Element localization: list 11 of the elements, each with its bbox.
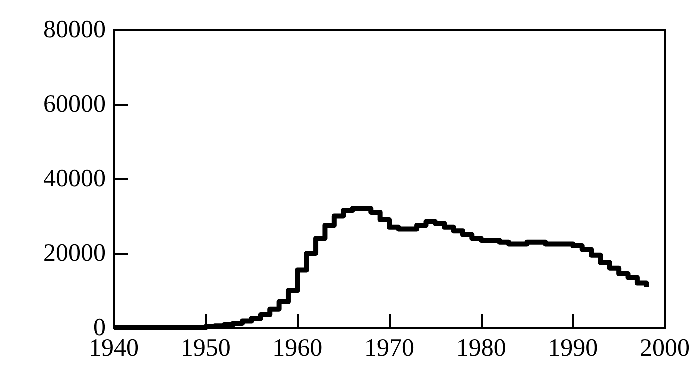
y-tick-label: 60000	[44, 91, 106, 118]
y-tick-label: 80000	[44, 16, 106, 44]
x-tick-label: 1970	[364, 335, 414, 362]
x-tick-label: 1990	[548, 335, 598, 362]
x-tick-label: 1980	[456, 335, 506, 362]
x-tick-label: 1950	[180, 335, 231, 362]
x-tick-label: 2000	[640, 335, 690, 362]
x-tick-label: 1960	[272, 335, 323, 362]
y-tick-label: 20000	[44, 240, 106, 267]
y-tick-label: 40000	[44, 166, 106, 192]
x-tick-label: 1940	[89, 335, 139, 362]
